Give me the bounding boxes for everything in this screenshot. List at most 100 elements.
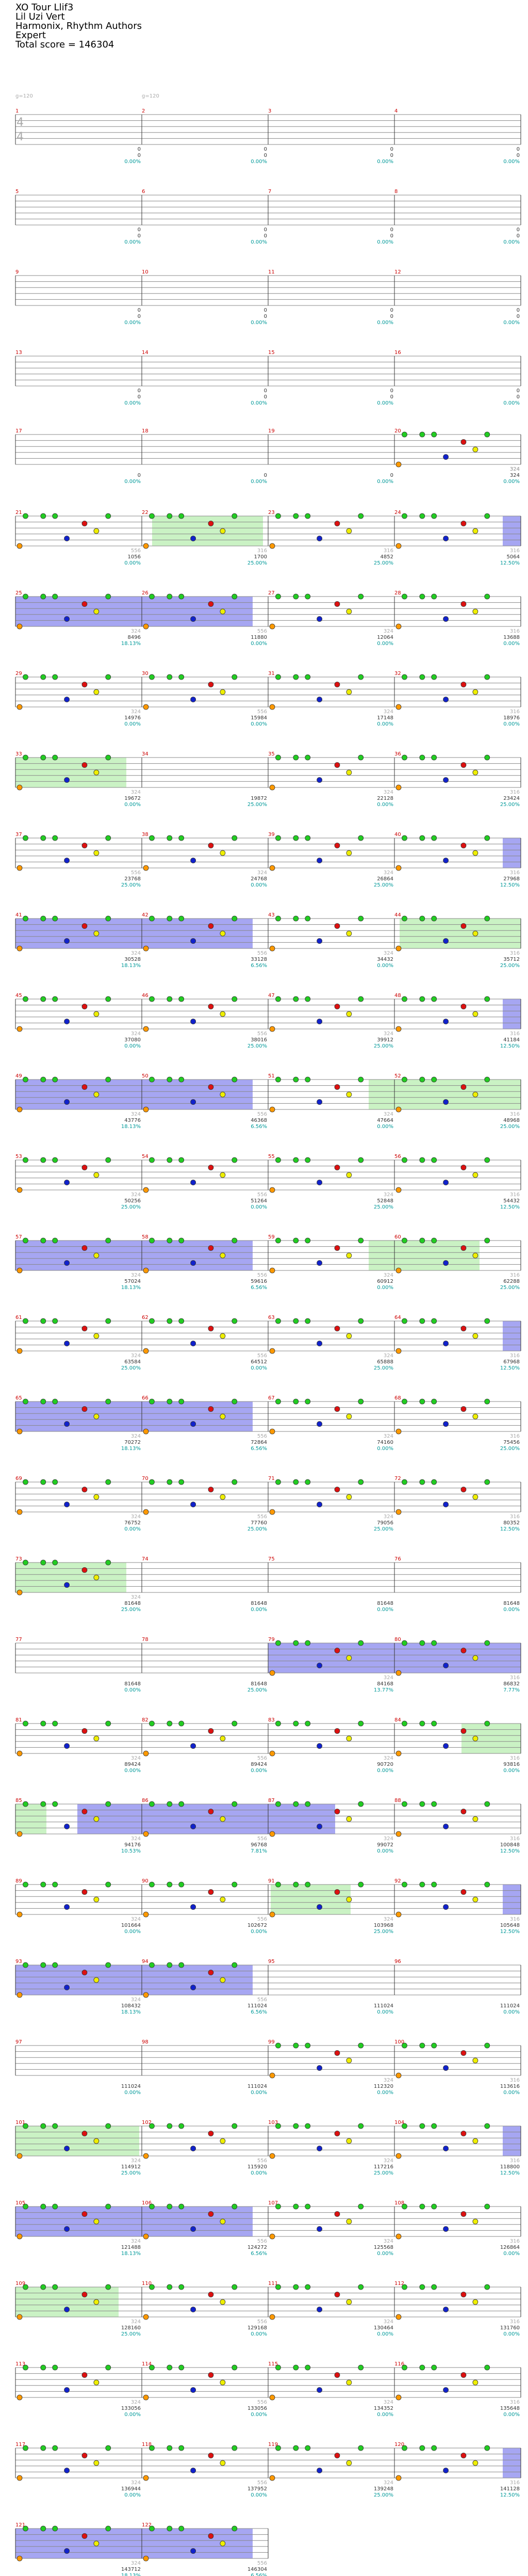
measure-number: 116 bbox=[394, 2361, 404, 2367]
note-gem bbox=[275, 2364, 281, 2371]
measure-number: 112 bbox=[394, 2281, 404, 2287]
note-count: 316 bbox=[510, 1675, 520, 1681]
note-gem bbox=[431, 1157, 437, 1163]
note-gem bbox=[64, 2226, 70, 2232]
measure-percentage: 0.00% bbox=[503, 2412, 520, 2418]
note-gem bbox=[16, 945, 23, 952]
measure-number: 79 bbox=[268, 1637, 275, 1643]
note-gem bbox=[431, 513, 437, 519]
note-count: 556 bbox=[257, 1031, 267, 1037]
note-gem bbox=[484, 2203, 490, 2210]
note-gem bbox=[317, 1904, 322, 1910]
note-gem bbox=[443, 1341, 449, 1346]
note-gem bbox=[143, 2233, 149, 2240]
note-gem bbox=[16, 704, 23, 710]
note-gem bbox=[305, 593, 311, 600]
note-count: 324 bbox=[131, 1353, 141, 1359]
measure-number: 86 bbox=[142, 1798, 148, 1804]
measure-score: 146304 bbox=[248, 2567, 267, 2572]
measure-number: 55 bbox=[268, 1154, 275, 1160]
note-gem bbox=[81, 1084, 88, 1090]
note-gem bbox=[81, 1326, 88, 1331]
note-count: 324 bbox=[131, 2480, 141, 2486]
note-gem bbox=[81, 843, 88, 848]
note-gem bbox=[317, 938, 322, 944]
note-gem bbox=[275, 1720, 281, 1727]
note-gem bbox=[358, 1881, 364, 1888]
measure-percentage: 0.00% bbox=[251, 159, 267, 165]
note-gem bbox=[484, 593, 490, 600]
note-gem bbox=[346, 2299, 352, 2305]
measure-number: 109 bbox=[15, 2281, 25, 2287]
note-count: 324 bbox=[131, 709, 141, 715]
note-gem bbox=[460, 1406, 467, 1412]
note-count: 324 bbox=[384, 1273, 393, 1278]
note-gem bbox=[395, 1106, 402, 1113]
note-gem bbox=[16, 865, 23, 871]
note-gem bbox=[93, 930, 100, 937]
note-gem bbox=[178, 1479, 185, 1485]
note-gem bbox=[269, 2314, 275, 2320]
note-gem bbox=[220, 1172, 226, 1178]
note-gem bbox=[334, 923, 340, 929]
note-gem bbox=[395, 2153, 402, 2159]
note-gem bbox=[305, 2284, 311, 2290]
note-gem bbox=[149, 1237, 155, 1244]
note-gem bbox=[220, 608, 226, 615]
measure-score: 84168 bbox=[377, 1681, 393, 1687]
measure-number: 97 bbox=[15, 2039, 22, 2045]
note-gem bbox=[472, 2138, 478, 2144]
measure-score: 75456 bbox=[503, 1440, 520, 1445]
note-gem bbox=[358, 593, 364, 600]
note-gem bbox=[419, 754, 425, 761]
note-gem bbox=[419, 513, 425, 519]
note-gem bbox=[472, 1735, 478, 1742]
measure-score: 102672 bbox=[248, 1923, 267, 1928]
note-gem bbox=[305, 835, 311, 841]
note-gem bbox=[269, 2153, 275, 2159]
note-gem bbox=[16, 2233, 23, 2240]
measure-number: 84 bbox=[394, 1717, 401, 1723]
measure-score: 72864 bbox=[251, 1440, 267, 1445]
note-gem bbox=[64, 1341, 70, 1346]
note-gem bbox=[484, 2364, 490, 2371]
note-gem bbox=[334, 1004, 340, 1009]
beat-counter: 0 bbox=[517, 308, 520, 313]
note-gem bbox=[93, 2379, 100, 2386]
note-gem bbox=[402, 1640, 407, 1646]
note-gem bbox=[52, 2364, 58, 2371]
note-count: 324 bbox=[384, 2480, 393, 2486]
note-gem bbox=[358, 1640, 364, 1646]
note-gem bbox=[293, 2284, 299, 2290]
note-gem bbox=[346, 2138, 352, 2144]
note-count: 324 bbox=[384, 2319, 393, 2325]
note-count: 556 bbox=[257, 2480, 267, 2486]
note-gem bbox=[460, 439, 467, 445]
measure-percentage: 12.50% bbox=[500, 882, 520, 888]
note-gem bbox=[443, 1502, 449, 1507]
note-gem bbox=[178, 2525, 185, 2532]
measure-percentage: 0.00% bbox=[251, 2331, 267, 2337]
measure-number: 122 bbox=[142, 2522, 152, 2528]
note-gem bbox=[64, 2146, 70, 2151]
note-gem bbox=[167, 513, 173, 519]
highlight-section bbox=[15, 2126, 139, 2156]
note-gem bbox=[220, 1091, 226, 1098]
note-gem bbox=[317, 1421, 322, 1427]
note-gem bbox=[105, 835, 111, 841]
measure-percentage: 25.00% bbox=[121, 1365, 141, 1371]
note-gem bbox=[269, 1911, 275, 1918]
note-gem bbox=[431, 2364, 437, 2371]
measure-number: 89 bbox=[15, 1878, 22, 1884]
measure-number: 118 bbox=[142, 2442, 152, 2448]
note-gem bbox=[275, 915, 281, 922]
note-gem bbox=[40, 1479, 46, 1485]
note-count: 556 bbox=[257, 2319, 267, 2325]
note-gem bbox=[269, 1831, 275, 1837]
note-gem bbox=[419, 2123, 425, 2129]
note-gem bbox=[419, 2042, 425, 2049]
note-gem bbox=[16, 1831, 23, 1837]
note-gem bbox=[334, 682, 340, 687]
note-gem bbox=[143, 1106, 149, 1113]
note-gem bbox=[52, 2284, 58, 2290]
